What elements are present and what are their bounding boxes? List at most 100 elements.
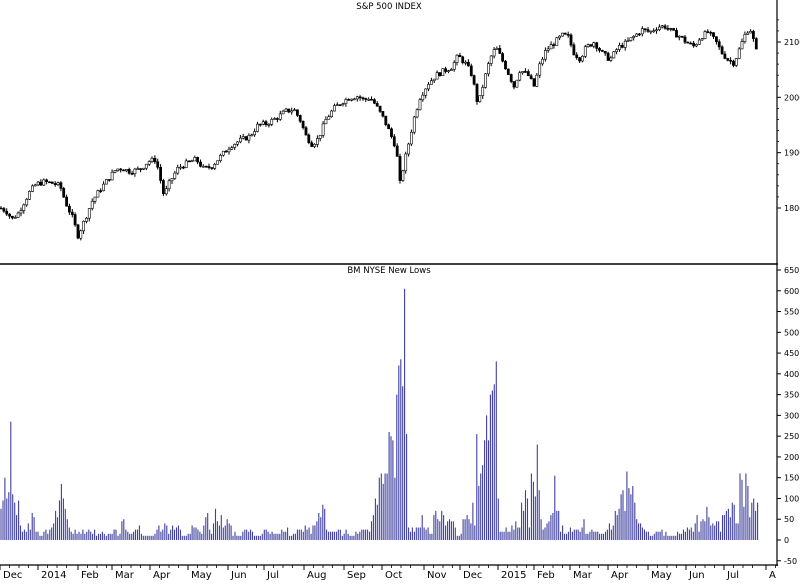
candle-body [600, 50, 604, 52]
candle-body [278, 113, 282, 120]
candle-body [375, 103, 379, 107]
candle-body [395, 145, 399, 157]
x-tick-label: Aug [307, 570, 327, 580]
candle-body [156, 161, 160, 168]
candle-body [378, 105, 382, 112]
candle-body [675, 29, 678, 38]
y-tick-label: -50 [784, 557, 797, 566]
candle-body [515, 79, 519, 88]
candle-body [113, 170, 117, 173]
candle-body [321, 123, 325, 136]
candle-body [207, 166, 211, 168]
candle-body [56, 182, 60, 185]
candle-body [187, 160, 191, 163]
candle-body [501, 53, 505, 62]
y-tick-label: 550 [784, 308, 799, 317]
candle-body [535, 74, 539, 87]
candle-body [720, 46, 724, 55]
x-tick-label: Dec [463, 570, 482, 580]
candle-body [164, 188, 168, 195]
y-tick-label: 2000 [784, 93, 800, 102]
x-tick-label: Mar [115, 570, 135, 580]
candle-body [709, 31, 713, 34]
candle-body [646, 29, 650, 32]
candle-body [726, 58, 730, 61]
candle-body [125, 169, 128, 172]
y-tick-label: 600 [784, 287, 799, 296]
candle-body [392, 136, 396, 147]
candle-body [324, 119, 328, 125]
candle-body [683, 36, 687, 43]
candle-body [478, 95, 482, 102]
candle-body [39, 181, 43, 186]
candle-body [432, 78, 436, 81]
x-tick-label: Oct [385, 570, 402, 580]
candle-body [458, 54, 462, 58]
candle-body [381, 111, 385, 117]
candle-body [589, 44, 593, 47]
candle-body [746, 32, 750, 35]
candle-body [549, 44, 553, 50]
candle-body [703, 31, 707, 40]
candle-body [660, 25, 664, 28]
candle-body [28, 191, 31, 200]
candle-body [529, 75, 533, 79]
y-tick-label: 1800 [784, 204, 800, 213]
candle-body [447, 70, 450, 72]
candle-body [398, 156, 402, 181]
candle-body [424, 88, 428, 96]
candle-body [563, 32, 567, 35]
candle-body [281, 110, 285, 115]
candle-body [96, 190, 100, 198]
candle-body [626, 40, 630, 42]
candle-body [669, 28, 673, 30]
candle-body [122, 169, 125, 172]
candle-body [193, 157, 197, 162]
candle-body [201, 165, 205, 168]
candle-body [672, 28, 676, 31]
candle-body [150, 157, 154, 162]
candle-body [239, 137, 242, 143]
candle-body [196, 157, 200, 163]
candle-body [290, 110, 294, 113]
candle-body [370, 99, 373, 101]
candle-body [637, 33, 641, 36]
candle-body [273, 118, 277, 120]
candle-body [136, 168, 140, 170]
candle-body [347, 99, 351, 101]
candle-body [127, 169, 131, 174]
candle-body [384, 115, 388, 125]
candle-body [412, 116, 416, 133]
candle-body [147, 161, 151, 165]
candle-body [333, 105, 336, 112]
candle-body [99, 190, 103, 192]
candle-body [655, 29, 658, 32]
candle-body [740, 41, 744, 50]
candle-body [575, 54, 579, 58]
x-tick-label: Jun [230, 570, 247, 580]
candle-body [142, 167, 145, 170]
x-tick-label: 2014 [41, 570, 66, 580]
candle-body [629, 37, 633, 41]
candle-body [167, 180, 171, 190]
candle-body [253, 131, 257, 136]
candle-body [543, 50, 547, 60]
candle-body [461, 56, 465, 63]
candle-body [489, 55, 493, 64]
candle-body [216, 160, 220, 165]
new-lows-y-ticks: -50 0 50 100 150 200 250 300 350 400 450 500 550 600 6… [777, 266, 799, 566]
candle-body [372, 99, 376, 104]
candle-body [595, 42, 599, 49]
candle-body [706, 31, 710, 33]
month-ticks: Dec 2014 Feb Mar Apr May Jun Jul Aug Sep Oct Nov Dec… [0, 565, 776, 581]
candle-body [144, 163, 148, 169]
x-tick-label: Apr [153, 570, 171, 580]
y-tick-label: 50 [784, 515, 794, 524]
candle-body [307, 134, 311, 143]
candle-body [275, 118, 279, 120]
candle-body [210, 167, 214, 169]
sp500-y-ticks: 1800 1900 2000 2100 [777, 19, 800, 213]
candle-body [532, 78, 536, 87]
